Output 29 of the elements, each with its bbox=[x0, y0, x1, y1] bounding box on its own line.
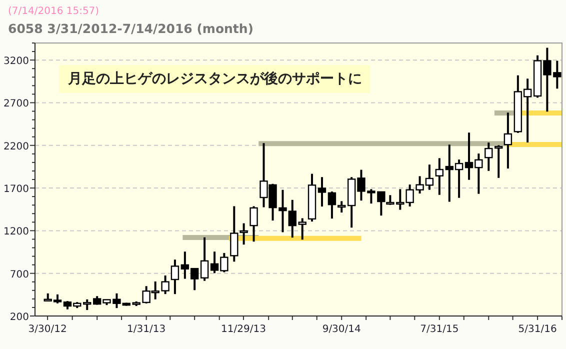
candlestick bbox=[504, 112, 512, 170]
annotation: 月足の上ヒゲのレジスタンスが後のサポートに bbox=[59, 65, 370, 93]
x-tick-label: 3/30/12 bbox=[28, 324, 67, 335]
candlestick bbox=[435, 157, 444, 196]
y-tick-label: 200 bbox=[10, 312, 29, 323]
candlestick bbox=[484, 142, 493, 172]
y-tick-label: 2700 bbox=[4, 98, 29, 110]
candlestick bbox=[170, 258, 180, 296]
x-tick-label: 11/29/13 bbox=[221, 324, 266, 335]
y-tick-label: 1200 bbox=[4, 226, 29, 238]
y-tick-label: 1700 bbox=[4, 184, 29, 196]
candlestick bbox=[338, 200, 346, 214]
candlestick bbox=[83, 298, 92, 312]
y-tick-label: 700 bbox=[10, 269, 29, 280]
x-tick-label: 7/31/15 bbox=[420, 324, 459, 335]
x-tick-label: 5/31/16 bbox=[518, 324, 557, 335]
y-tick-label: 2200 bbox=[4, 141, 29, 152]
chart-subtitle: (7/14/2016 15:57) bbox=[8, 6, 100, 17]
x-tick-label: 9/30/14 bbox=[322, 324, 361, 335]
y-tick-label: 3200 bbox=[4, 56, 29, 68]
x-tick-label: 1/31/13 bbox=[127, 324, 166, 335]
candlestick bbox=[318, 176, 326, 208]
candlestick bbox=[250, 205, 258, 243]
candlestick bbox=[298, 217, 306, 241]
candlestick bbox=[200, 236, 209, 282]
candlestick bbox=[494, 144, 503, 179]
annotation: 月足の上ヒゲのレジスタンスが後のサポートに bbox=[67, 71, 362, 87]
chart-title: 6058 3/31/2012-7/14/2016 (month) bbox=[8, 21, 254, 36]
candlestick bbox=[328, 190, 336, 220]
